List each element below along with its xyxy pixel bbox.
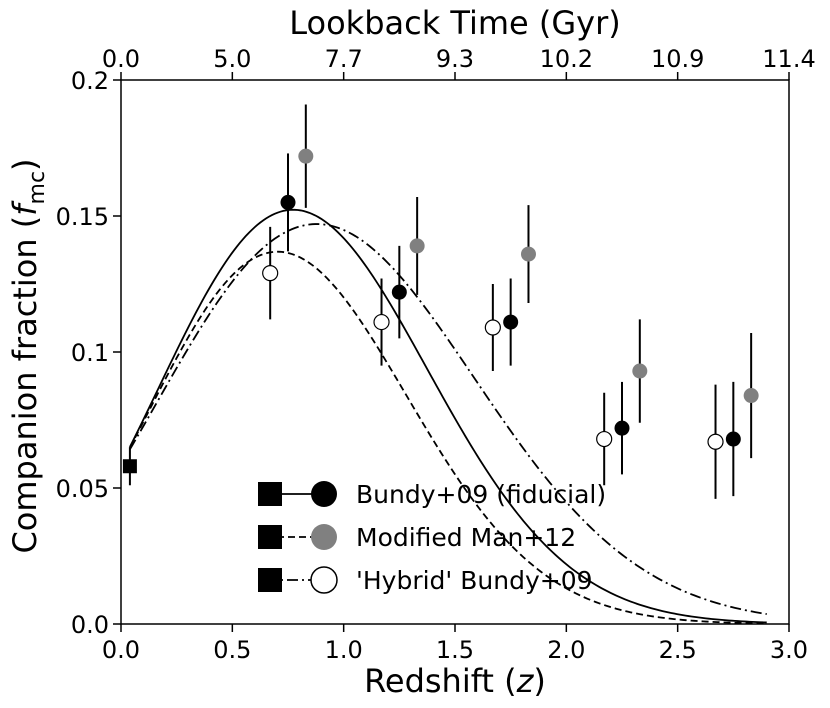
data-point (262, 226, 279, 320)
data-points (122, 104, 759, 499)
point-marker (311, 481, 337, 507)
point-marker (520, 246, 536, 262)
top-tick-label: 5.0 (213, 45, 251, 73)
data-point (632, 319, 648, 423)
legend-entry: 'Hybrid' Bundy+09 (258, 566, 593, 595)
legend: Bundy+09 (fiducial) Modified Man+12 'Hybri… (258, 480, 606, 595)
model-curves (129, 208, 767, 625)
y-tick-label: 0.0 (71, 611, 109, 639)
legend-label: Bundy+09 (fiducial) (356, 480, 606, 509)
top-tick-label: 11.4 (762, 45, 815, 73)
point-marker (262, 265, 279, 282)
legend-entry: Modified Man+12 (258, 523, 576, 552)
top-tick-label: 7.7 (325, 45, 363, 73)
data-point (743, 332, 759, 459)
curve-dashed (129, 250, 767, 625)
legend-entry: Bundy+09 (fiducial) (258, 480, 606, 509)
top-axis-label: Lookback Time (Gyr) (289, 4, 621, 42)
y-tick-label: 0.2 (71, 67, 109, 95)
point-marker (258, 568, 282, 592)
top-tick-label: 9.3 (436, 45, 474, 73)
top-tick-label: 10.2 (540, 45, 593, 73)
point-marker (503, 314, 519, 330)
point-marker (725, 431, 741, 447)
x-tick-label: 0.0 (102, 636, 140, 664)
x-tick-label: 2.0 (547, 636, 585, 664)
point-marker (258, 482, 282, 506)
point-marker (311, 524, 337, 550)
point-marker (298, 148, 314, 164)
plot-area (120, 79, 790, 625)
point-marker (373, 313, 390, 331)
curve-solid (129, 208, 767, 624)
point-marker (310, 566, 338, 594)
top-tick-label: 0.0 (102, 45, 140, 73)
x-tick-label: 1.0 (325, 636, 363, 664)
y-axis-label: Companion fraction (fmc) (6, 158, 50, 553)
data-point (409, 196, 425, 295)
point-marker (484, 319, 501, 336)
data-point (280, 153, 296, 252)
x-tick-label: 0.5 (213, 636, 251, 664)
data-point (707, 384, 724, 499)
point-marker (391, 284, 407, 300)
x-tick-label: 1.5 (436, 636, 474, 664)
point-marker (707, 433, 724, 450)
data-point (484, 284, 501, 372)
point-marker (258, 525, 282, 549)
point-marker (596, 430, 613, 448)
curve-dashdot (129, 223, 767, 615)
data-point (298, 104, 314, 208)
point-marker (614, 420, 630, 436)
x-tick-label: 2.5 (659, 636, 697, 664)
x-axis-label: Redshift (z) (364, 662, 546, 700)
point-marker (409, 238, 425, 254)
point-marker (280, 194, 296, 210)
point-marker (743, 388, 759, 404)
top-tick-label: 10.9 (651, 45, 704, 73)
data-point (614, 381, 630, 475)
data-point (520, 205, 536, 304)
data-point (391, 245, 407, 339)
legend-label: Modified Man+12 (356, 523, 576, 552)
y-tick-label: 0.15 (56, 203, 109, 231)
x-tick-label: 3.0 (770, 636, 808, 664)
y-tick-label: 0.05 (56, 475, 109, 503)
legend-label: 'Hybrid' Bundy+09 (356, 566, 593, 595)
data-point (596, 392, 613, 486)
point-marker (122, 459, 137, 474)
axes: 0.0 0.5 1.0 1.5 2.0 2.5 3.00.00.050.10.150.20.… (56, 45, 816, 664)
data-point (725, 381, 741, 497)
data-point (373, 278, 390, 366)
point-marker (632, 363, 648, 379)
y-tick-label: 0.1 (71, 339, 109, 367)
anchor-point (122, 447, 137, 486)
data-point (503, 278, 519, 366)
